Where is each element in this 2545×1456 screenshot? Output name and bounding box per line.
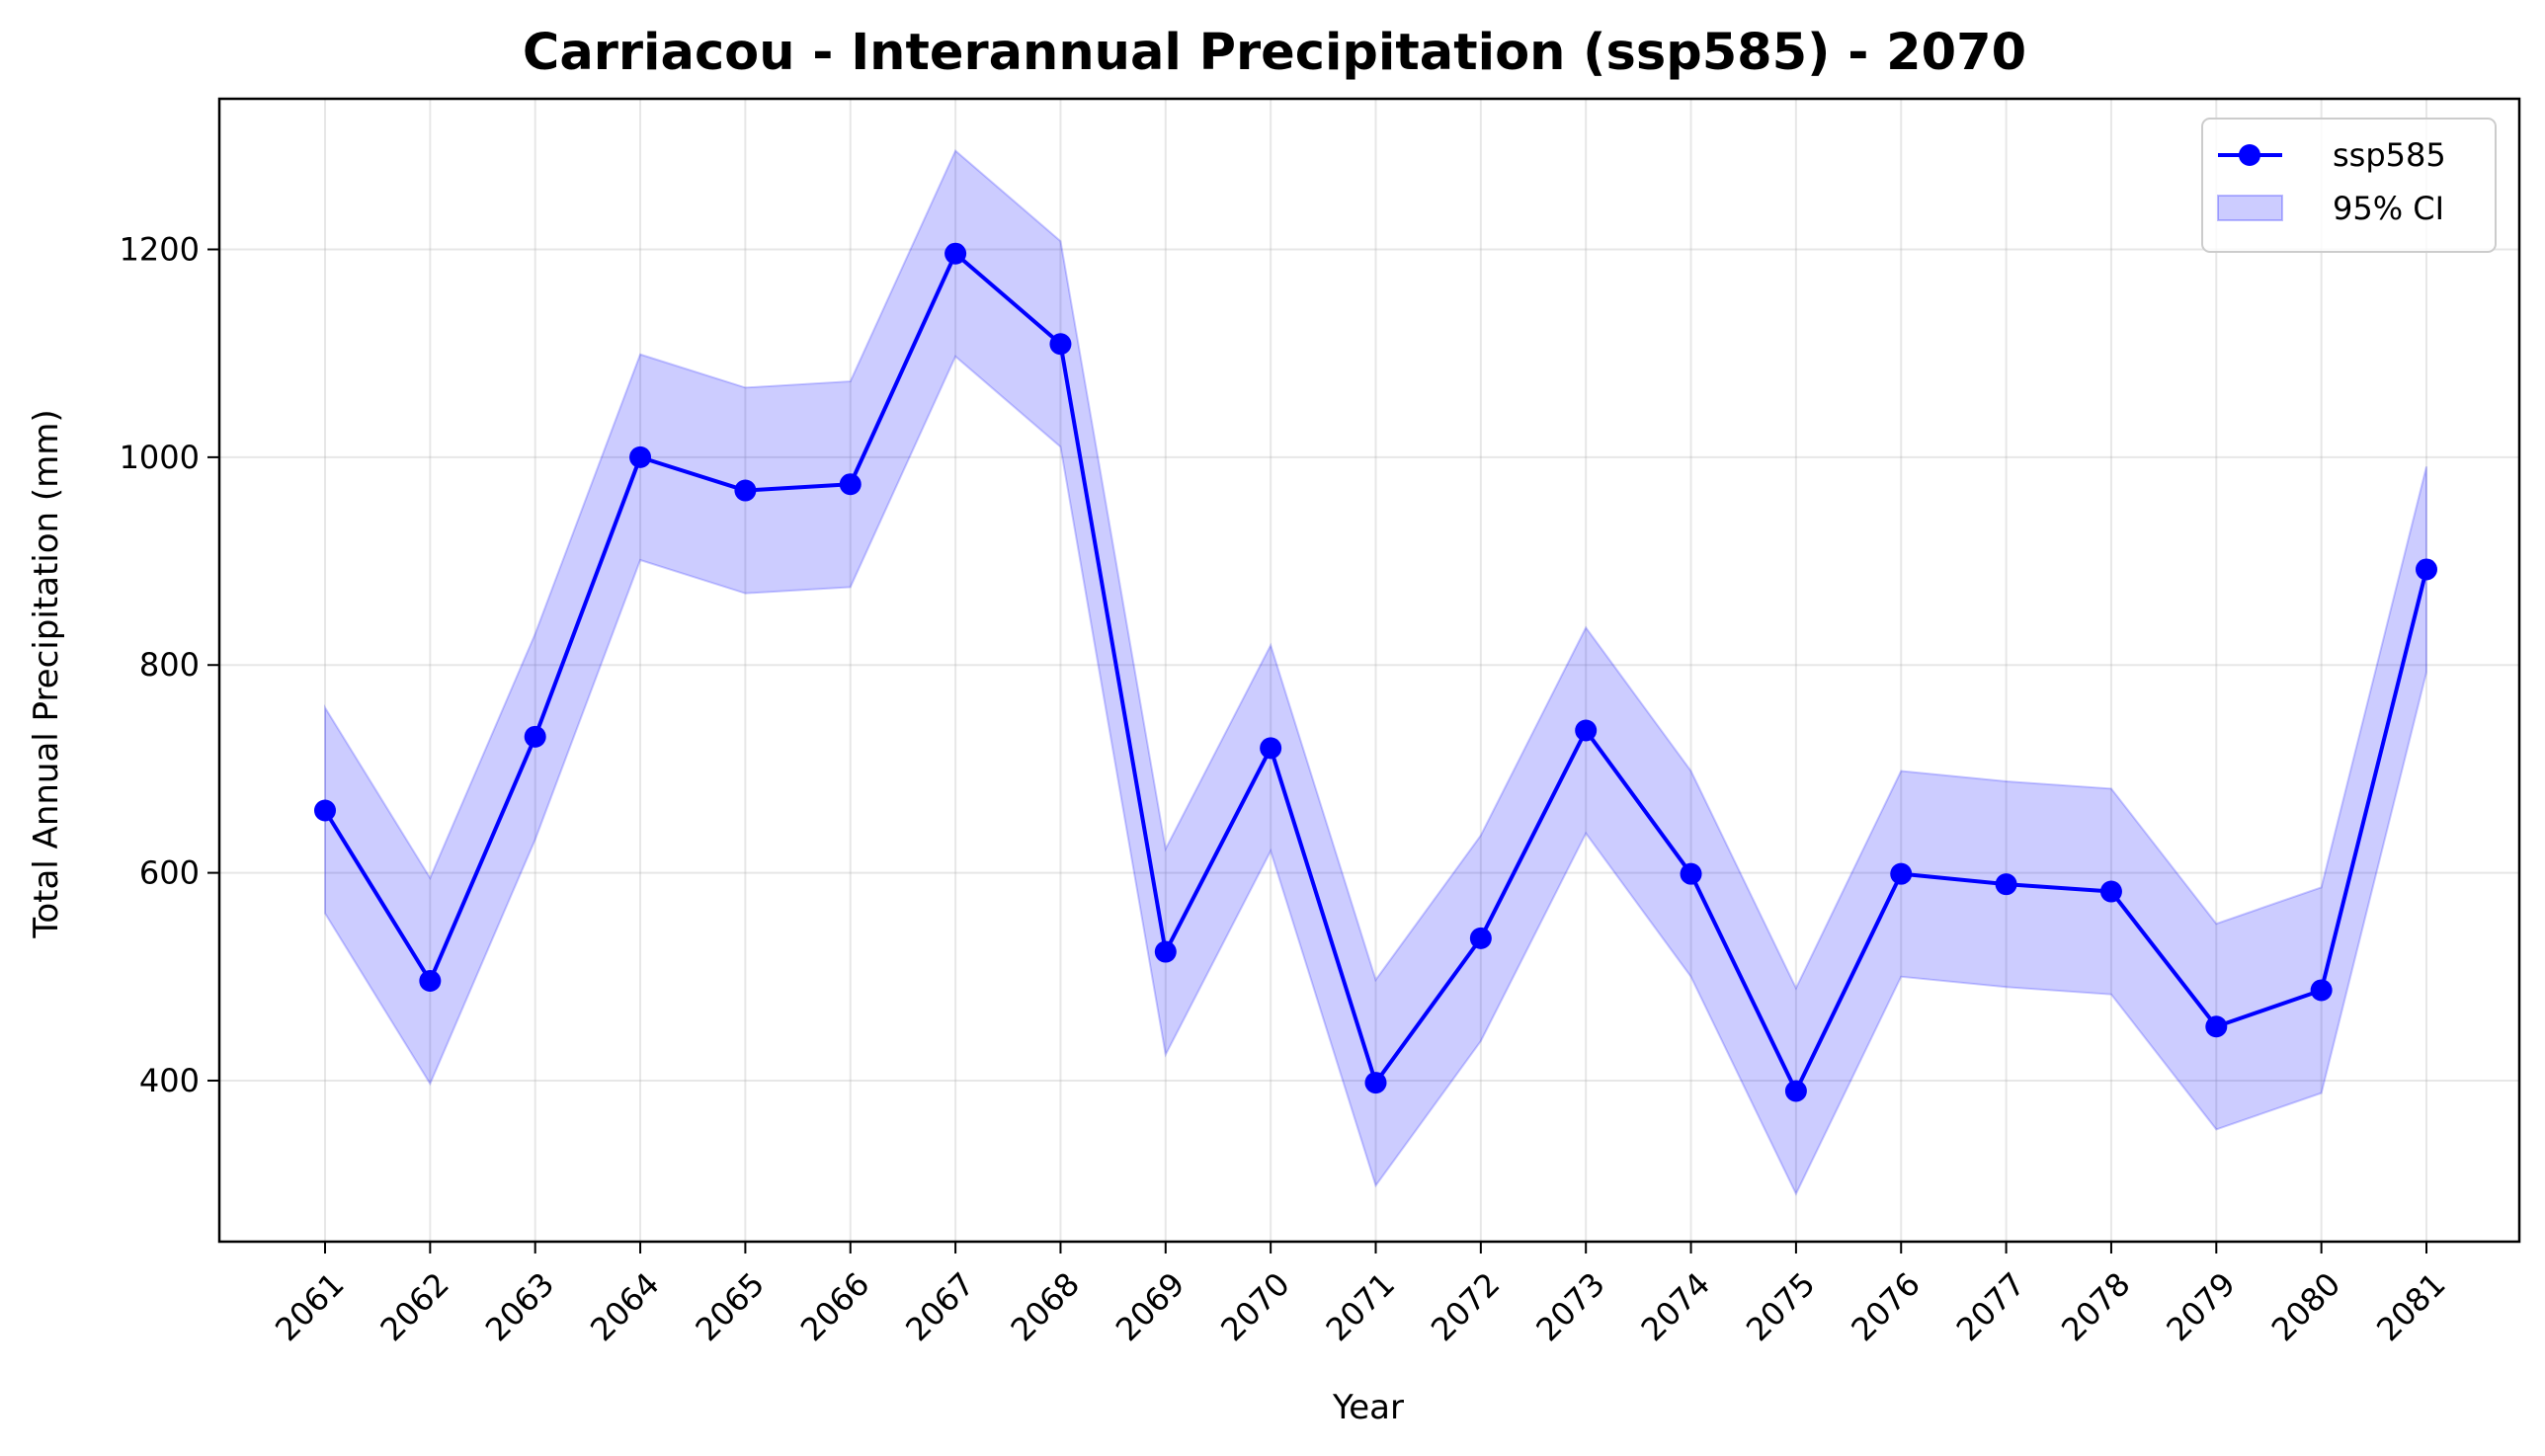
legend-label-ssp585: ssp585 xyxy=(2333,136,2446,174)
y-tick-label: 400 xyxy=(139,1062,200,1099)
plot-frame xyxy=(217,97,2521,1244)
data-point-2079 xyxy=(2205,1015,2228,1038)
series-layer xyxy=(314,242,2437,1102)
x-axis-label: Year xyxy=(1332,1388,1404,1427)
y-tick-label: 1000 xyxy=(120,439,200,476)
data-point-2073 xyxy=(1575,719,1598,742)
data-point-2065 xyxy=(734,479,757,502)
data-point-2063 xyxy=(524,725,546,748)
data-point-2072 xyxy=(1469,927,1492,949)
data-point-2077 xyxy=(1995,873,2017,896)
y-axis-label: Total Annual Precipitation (mm) xyxy=(27,409,66,938)
chart-title: Carriacou - Interannual Precipitation (s… xyxy=(523,24,2026,82)
legend-frame xyxy=(2201,118,2497,253)
data-point-2069 xyxy=(1154,940,1177,963)
y-tick-label: 600 xyxy=(139,854,200,892)
data-point-2071 xyxy=(1364,1072,1387,1094)
data-point-2061 xyxy=(314,799,336,822)
legend-marker-swatch xyxy=(2239,144,2260,166)
data-point-2076 xyxy=(1890,862,1913,885)
data-point-2078 xyxy=(2099,880,2122,903)
data-point-2070 xyxy=(1260,737,1282,760)
data-point-2064 xyxy=(629,445,652,468)
data-point-2074 xyxy=(1680,862,1702,885)
y-tick-label: 1200 xyxy=(120,231,200,269)
ci-layer xyxy=(324,148,2427,1196)
data-point-2081 xyxy=(2416,558,2437,581)
legend-label-ci: 95% CI xyxy=(2333,190,2444,227)
legend-ci-swatch xyxy=(2217,195,2283,221)
data-point-2067 xyxy=(944,242,967,265)
ci-band xyxy=(324,148,2427,1196)
legend: ssp585 95% CI xyxy=(2201,118,2497,253)
data-point-2075 xyxy=(1784,1080,1807,1102)
data-point-2080 xyxy=(2310,979,2333,1002)
data-point-2062 xyxy=(419,969,442,992)
data-point-2068 xyxy=(1049,333,1072,356)
y-tick-label: 800 xyxy=(139,646,200,684)
data-point-2066 xyxy=(839,473,862,496)
